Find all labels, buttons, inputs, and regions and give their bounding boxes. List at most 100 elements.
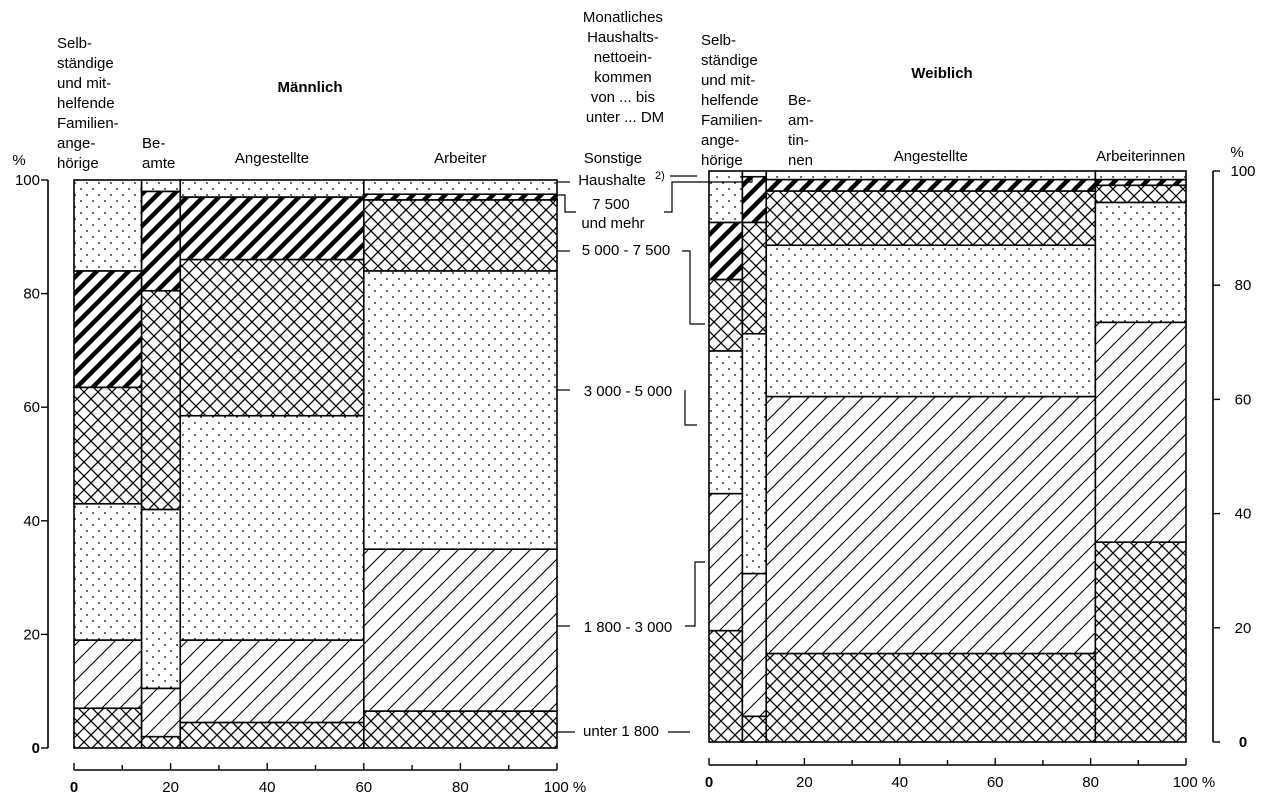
bar-segment [765,652,1097,743]
column-label: ständige [57,55,114,72]
legend-label-1800-3000: 1 800 - 3 000 [584,619,672,636]
center-header-line: unter ... DM [586,109,664,126]
legend-label-unter-1800: unter 1 800 [583,723,659,740]
column-label: ange- [57,135,95,152]
column-label: ständige [701,52,758,69]
connector-5000-7500-right [682,250,705,325]
x-tick-label: 60 [355,779,372,796]
bar-segment [708,221,744,281]
y-axis-unit: % [12,152,25,169]
x-tick-label: 60 [987,774,1004,791]
bar-segment [73,502,143,641]
column-label: am- [788,112,814,129]
y-tick-label: 100 [15,172,40,189]
column-label: nen [788,152,813,169]
bar-segment [179,196,365,261]
bar-segment [1094,541,1187,743]
x-tick-label: 100 % [1173,774,1216,791]
column-label: und mit- [57,75,111,92]
y-tick-label: 60 [23,399,40,416]
legend-line: 7 500 [592,196,630,213]
bar-segment [362,270,558,551]
legend-line: Haushalte [578,172,646,189]
bar-segment [362,199,558,272]
x-tick-label: 80 [1082,774,1099,791]
bar-segment [741,572,768,718]
legend-label-7500: 7 500 und mehr [581,196,644,232]
bar-segment [140,289,182,511]
bar-segment [741,170,768,178]
bar-segment [708,170,744,224]
center-header-line: Monatliches [583,9,663,26]
bar-segment [1094,184,1187,204]
bar-segment [741,221,768,335]
column-label: Selb- [701,32,736,49]
center-header: Monatliches Haushalts- nettoein- kommen … [583,9,667,126]
bar-segment [765,178,1097,192]
x-tick-label: 0 [705,774,713,791]
y-axis-unit: % [1230,144,1243,161]
column-label: Angestellte [235,150,309,167]
bar-segment [179,639,365,724]
column-label: Arbeiterinnen [1096,148,1185,165]
column-label: Be- [788,92,811,109]
bar-segment [1094,321,1187,543]
y-tick-label: 20 [23,626,40,643]
bar-segment [179,414,365,641]
y-tick-label: 100 [1230,163,1255,180]
y-tick-label: 60 [1235,391,1252,408]
column-label: helfende [701,92,759,109]
bar-segment [140,687,182,738]
y-tick-label: 0 [32,740,40,757]
bar-segment [1094,170,1187,181]
legend-label-3000-5000: 3 000 - 5 000 [584,383,672,400]
column-label: amte [142,155,175,172]
legend-label-5000-7500: 5 000 - 7 500 [582,242,670,259]
center-header-line: kommen [594,69,652,86]
x-tick-label: 100 % [544,779,587,796]
bar-segment [765,395,1097,655]
bar-segment [765,190,1097,247]
bar-segment [362,710,558,749]
x-tick-label: 0 [70,779,78,796]
bar-segment [1094,178,1187,187]
bar-segment [741,715,768,743]
bar-segment [362,179,558,195]
chart-maennlich: Männlich Selb-ständige und mit-helfende Fam… [12,35,586,796]
legend-line: und mehr [581,215,644,232]
bar-segment [362,193,558,201]
legend-footnote: 2) [655,170,665,182]
center-header-line: von ... bis [591,89,655,106]
bar-segment [179,258,365,417]
bar-segment [741,175,768,224]
y-tick-label: 80 [1235,277,1252,294]
bar-segment [765,244,1097,398]
bar-segment [73,386,143,505]
bar-segment [708,350,744,495]
center-header-line: nettoein- [594,49,652,66]
bar-segment [140,508,182,690]
column-label: und mit- [701,72,755,89]
connector-3000-5000-right [684,390,697,426]
bar-segment [708,492,744,632]
bar-segment [140,735,182,749]
y-tick-label: 0 [1239,734,1247,751]
column-label: Arbeiter [434,150,487,167]
column-label: hörige [701,152,743,169]
x-tick-label: 40 [891,774,908,791]
x-tick-label: 80 [452,779,469,796]
legend-line: Sonstige [584,150,642,167]
bar-segment [179,179,365,198]
legend-label-sonstige: Sonstige Haushalte [578,150,646,189]
bar-segment [741,332,768,575]
bar-segment [73,179,143,272]
column-label: helfende [57,95,115,112]
column-label: hörige [57,155,99,172]
chart-title: Weiblich [911,65,972,82]
column-label: Selb- [57,35,92,52]
bar-segment [73,639,143,710]
connector-1800-3000-right [685,561,705,627]
legend-connectors [557,175,753,733]
center-header-line: Haushalts- [587,29,659,46]
